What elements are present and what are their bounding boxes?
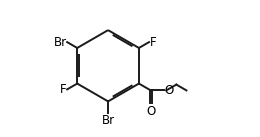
Text: F: F (60, 83, 67, 96)
Text: F: F (150, 36, 156, 49)
Text: O: O (146, 105, 155, 118)
Text: Br: Br (101, 114, 115, 127)
Text: Br: Br (54, 36, 67, 49)
Text: O: O (164, 84, 174, 97)
